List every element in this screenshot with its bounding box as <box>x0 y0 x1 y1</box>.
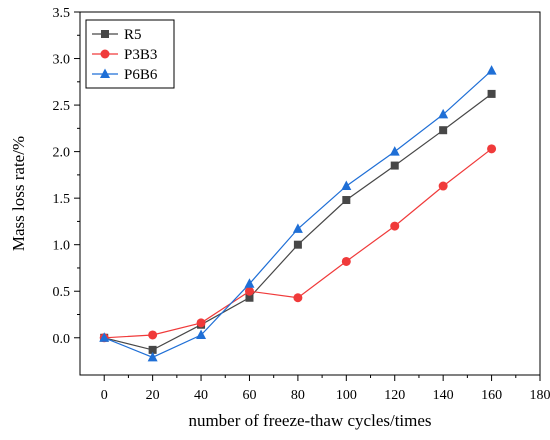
x-tick-label: 20 <box>146 388 160 403</box>
x-tick-label: 160 <box>481 388 502 403</box>
data-point <box>342 196 350 204</box>
data-point <box>487 144 496 153</box>
x-tick-label: 100 <box>336 388 357 403</box>
data-point <box>197 318 206 327</box>
data-point <box>438 109 448 119</box>
x-tick-label: 40 <box>194 388 208 403</box>
x-axis-label: number of freeze-thaw cycles/times <box>188 411 431 430</box>
x-tick-label: 180 <box>530 388 550 403</box>
y-tick-label: 0.5 <box>53 285 71 300</box>
y-tick-label: 3.0 <box>53 53 71 68</box>
series-line-r5 <box>104 94 491 350</box>
series-group <box>99 65 496 361</box>
data-point <box>391 162 399 170</box>
y-tick-label: 1.0 <box>53 239 71 254</box>
data-point <box>148 330 157 339</box>
legend-label: P6B6 <box>124 67 158 83</box>
x-tick-label: 140 <box>433 388 454 403</box>
legend-label: R5 <box>124 27 142 43</box>
data-point <box>293 293 302 302</box>
data-point <box>245 287 254 296</box>
series-line-p6b6 <box>104 71 491 358</box>
series-r5 <box>100 90 495 354</box>
data-point <box>487 65 497 75</box>
data-point <box>488 90 496 98</box>
data-point <box>342 257 351 266</box>
legend-marker <box>101 50 110 59</box>
y-tick-label: 2.5 <box>53 99 71 114</box>
y-axis-label: Mass loss rate/% <box>9 136 28 251</box>
y-axis-ticks: 0.0 0.5 1.0 1.5 2.0 2.5 3.0 3.5 <box>53 6 81 347</box>
data-point <box>390 222 399 231</box>
x-tick-label: 80 <box>291 388 305 403</box>
data-point <box>294 241 302 249</box>
y-tick-label: 2.0 <box>53 146 71 161</box>
legend: R5 P3B3 P6B6 <box>86 20 174 88</box>
data-point <box>390 146 400 156</box>
data-point <box>293 223 303 233</box>
data-point <box>439 126 447 134</box>
legend-marker <box>101 30 109 38</box>
data-point <box>341 181 351 191</box>
x-axis-ticks: 0 20 40 60 80 100 120 140 160 180 <box>101 375 550 403</box>
y-tick-label: 1.5 <box>53 192 71 207</box>
x-tick-label: 0 <box>101 388 108 403</box>
y-tick-label: 3.5 <box>53 6 71 21</box>
series-p6b6 <box>99 65 496 361</box>
x-tick-label: 60 <box>242 388 256 403</box>
data-point <box>439 182 448 191</box>
legend-label: P3B3 <box>124 47 157 63</box>
y-tick-label: 0.0 <box>53 332 71 347</box>
x-tick-label: 120 <box>384 388 405 403</box>
